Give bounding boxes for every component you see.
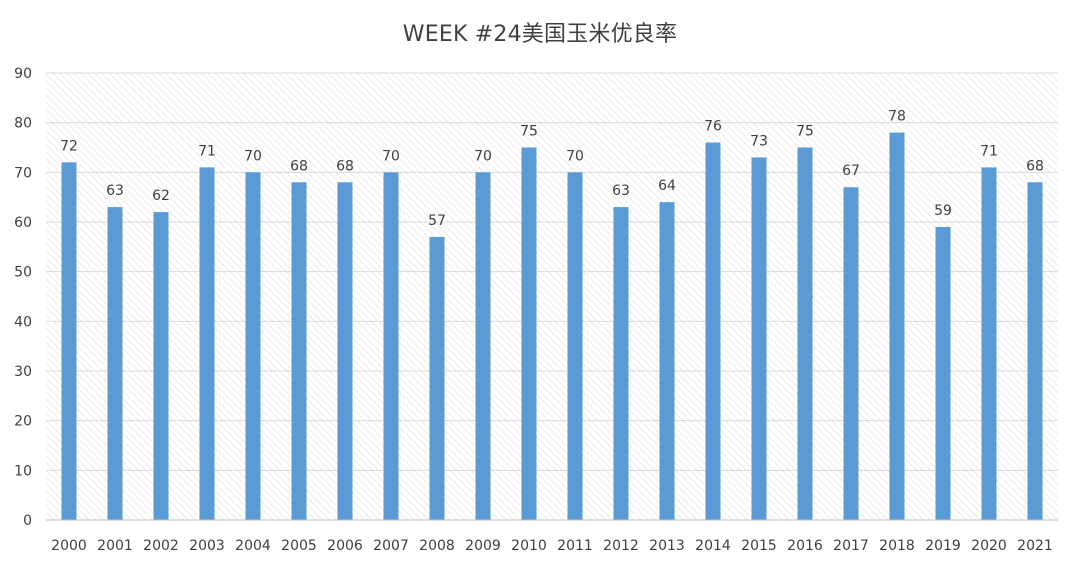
bar	[705, 142, 721, 521]
x-tick-label: 2016	[787, 538, 823, 554]
bar	[751, 157, 767, 520]
data-label: 68	[336, 158, 354, 174]
bar	[475, 172, 491, 521]
data-label: 71	[980, 143, 998, 159]
data-label: 62	[152, 188, 170, 204]
bar	[291, 182, 307, 520]
bar	[153, 212, 169, 521]
x-tick-label: 2010	[511, 538, 547, 554]
bar	[797, 147, 813, 520]
bar	[659, 202, 675, 520]
x-tick-label: 2003	[189, 538, 225, 554]
bar	[1027, 182, 1043, 520]
y-tick-label: 60	[14, 215, 32, 231]
y-tick-label: 40	[14, 314, 32, 330]
x-tick-label: 2002	[143, 538, 179, 554]
x-tick-label: 2005	[281, 538, 317, 554]
x-tick-label: 2004	[235, 538, 271, 554]
plot-background	[46, 73, 1058, 520]
bar	[199, 167, 215, 520]
x-tick-label: 2006	[327, 538, 363, 554]
x-tick-label: 2021	[1017, 538, 1053, 554]
data-label: 72	[60, 138, 78, 154]
data-label: 70	[382, 148, 400, 164]
x-tick-label: 2008	[419, 538, 455, 554]
data-label: 70	[474, 148, 492, 164]
bar	[613, 207, 629, 520]
x-tick-label: 2012	[603, 538, 639, 554]
chart-title: WEEK #24美国玉米优良率	[402, 22, 678, 47]
x-tick-label: 2018	[879, 538, 915, 554]
bar	[981, 167, 997, 520]
data-label: 70	[566, 148, 584, 164]
bar	[383, 172, 399, 521]
bar	[61, 162, 77, 520]
bar	[521, 147, 537, 520]
y-tick-label: 90	[14, 66, 32, 82]
bar	[843, 187, 859, 520]
x-tick-label: 2019	[925, 538, 961, 554]
data-label: 70	[244, 148, 262, 164]
bar	[889, 132, 905, 520]
bar	[935, 226, 951, 520]
data-label: 73	[750, 133, 768, 149]
x-tick-label: 2014	[695, 538, 731, 554]
x-tick-label: 2001	[97, 538, 133, 554]
data-label: 63	[612, 183, 630, 199]
x-tick-label: 2020	[971, 538, 1007, 554]
y-tick-label: 50	[14, 265, 32, 281]
data-label: 68	[1026, 158, 1044, 174]
y-tick-label: 70	[14, 165, 32, 181]
x-tick-label: 2011	[557, 538, 593, 554]
x-tick-label: 2000	[51, 538, 87, 554]
data-label: 76	[704, 119, 722, 135]
x-tick-label: 2015	[741, 538, 777, 554]
bar	[107, 207, 123, 520]
y-tick-label: 10	[14, 463, 32, 479]
x-tick-label: 2009	[465, 538, 501, 554]
x-tick-label: 2007	[373, 538, 409, 554]
data-label: 57	[428, 213, 446, 229]
data-label: 75	[520, 124, 538, 140]
bar	[337, 182, 353, 520]
bar	[245, 172, 261, 521]
data-label: 75	[796, 124, 814, 140]
y-tick-label: 0	[23, 513, 32, 529]
bar	[567, 172, 583, 521]
data-label: 63	[106, 183, 124, 199]
y-tick-label: 20	[14, 414, 32, 430]
x-tick-label: 2013	[649, 538, 685, 554]
data-label: 71	[198, 143, 216, 159]
data-label: 59	[934, 203, 952, 219]
data-label: 67	[842, 163, 860, 179]
data-label: 78	[888, 109, 906, 125]
x-tick-label: 2017	[833, 538, 869, 554]
y-tick-label: 30	[14, 364, 32, 380]
data-label: 68	[290, 158, 308, 174]
data-label: 64	[658, 178, 676, 194]
bar	[429, 236, 445, 520]
y-tick-label: 80	[14, 116, 32, 132]
